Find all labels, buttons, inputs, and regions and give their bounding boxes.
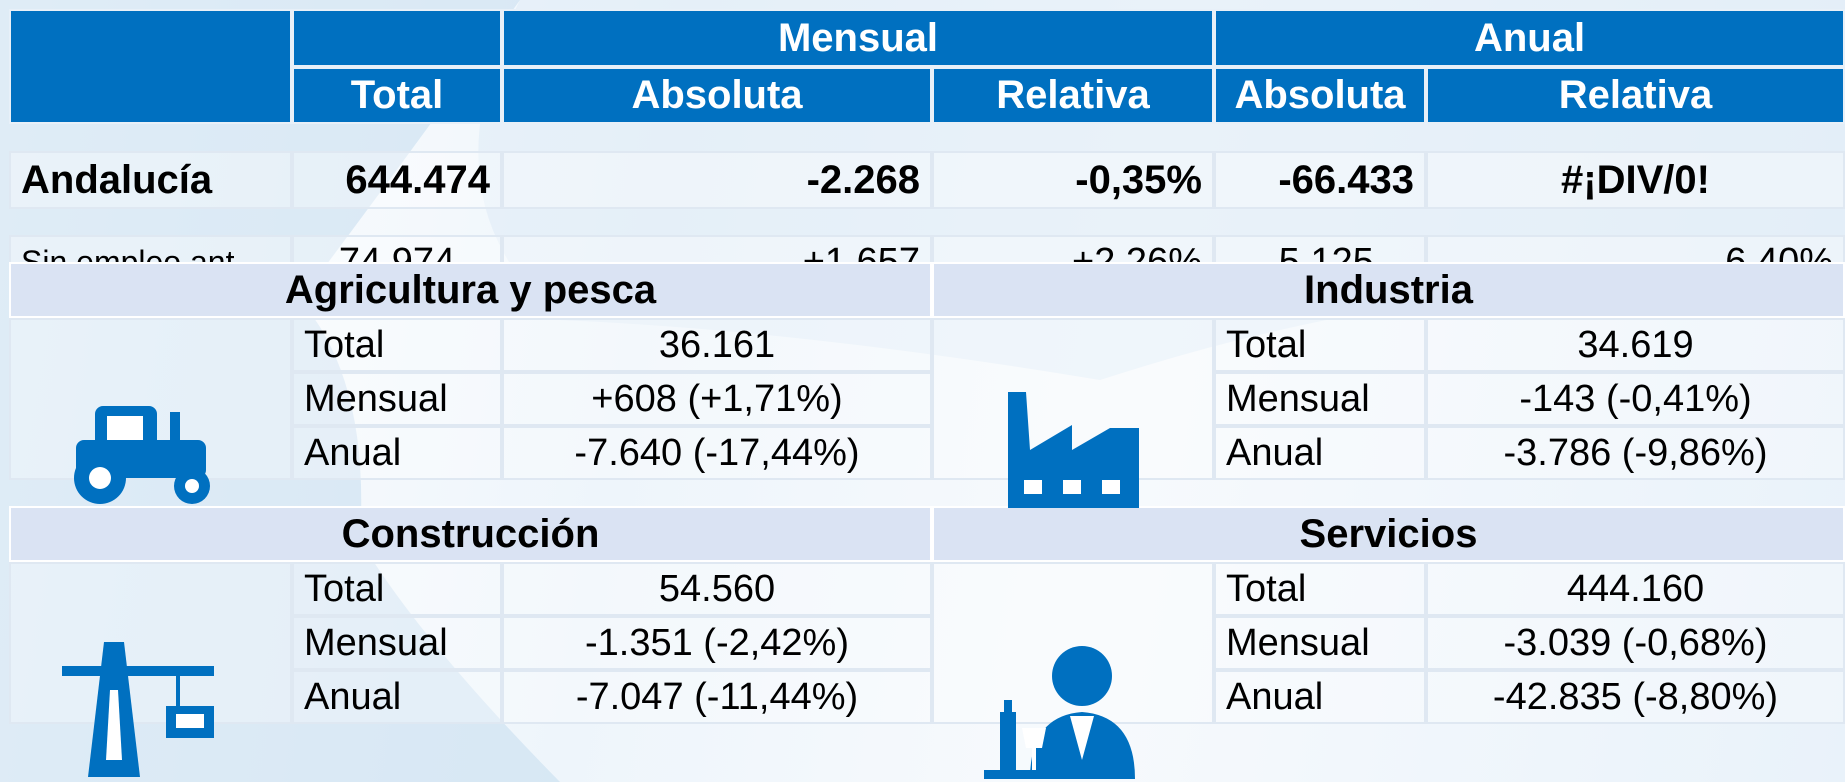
sector-row-value: 36.161: [502, 318, 932, 372]
sector-title: Servicios: [932, 506, 1845, 562]
value-cell: #¡DIV/0!: [1426, 151, 1845, 209]
sector-row-label: Total: [1214, 318, 1426, 372]
sector-row-value: 34.619: [1426, 318, 1845, 372]
sector-row-label: Mensual: [1214, 616, 1426, 670]
sector-row-label: Total: [1214, 562, 1426, 616]
sector-row-label: Mensual: [292, 616, 502, 670]
crane-icon: [62, 642, 214, 777]
sector-row-label: Anual: [292, 670, 502, 724]
value-cell: -2.268: [502, 151, 932, 209]
sector-row-value: 444.160: [1426, 562, 1845, 616]
sector-row-value: +608 (+1,71%): [502, 372, 932, 426]
sector-row-value: -3.039 (-0,68%): [1426, 616, 1845, 670]
column-header: Relativa: [1426, 67, 1845, 124]
value-cell: -0,35%: [932, 151, 1214, 209]
sector-title: Agricultura y pesca: [9, 262, 932, 318]
sector-row-value: -3.786 (-9,86%): [1426, 426, 1845, 480]
sector-row-value: -7.047 (-11,44%): [502, 670, 932, 724]
factory-icon: [1008, 392, 1139, 508]
sector-title: Construcción: [9, 506, 932, 562]
column-header: Total: [292, 67, 502, 124]
sector-row-label: Mensual: [292, 372, 502, 426]
sector-row-label: Anual: [292, 426, 502, 480]
value-cell: -66.433: [1214, 151, 1426, 209]
value-cell: 644.474: [292, 151, 502, 209]
sector-row-label: Total: [292, 318, 502, 372]
waiter-icon: [984, 646, 1135, 779]
sector-title: Industria: [932, 262, 1845, 318]
group-header: Mensual: [502, 9, 1214, 67]
header-blank: [292, 9, 502, 67]
map-shape: [0, 0, 560, 782]
sector-row-label: Anual: [1214, 670, 1426, 724]
group-header: Anual: [1214, 9, 1845, 67]
sector-row-value: -143 (-0,41%): [1426, 372, 1845, 426]
tractor-icon: [74, 406, 210, 504]
sector-row-label: Anual: [1214, 426, 1426, 480]
row-label: Andalucía: [9, 151, 292, 209]
column-header: Absoluta: [502, 67, 932, 124]
icon-cell: [9, 562, 292, 724]
sector-row-value: 54.560: [502, 562, 932, 616]
sector-row-value: -1.351 (-2,42%): [502, 616, 932, 670]
sector-row-label: Mensual: [1214, 372, 1426, 426]
sector-row-value: -7.640 (-17,44%): [502, 426, 932, 480]
sector-row-value: -42.835 (-8,80%): [1426, 670, 1845, 724]
column-header: Absoluta: [1214, 67, 1426, 124]
sector-row-label: Total: [292, 562, 502, 616]
header-corner: [9, 9, 292, 124]
column-header: Relativa: [932, 67, 1214, 124]
